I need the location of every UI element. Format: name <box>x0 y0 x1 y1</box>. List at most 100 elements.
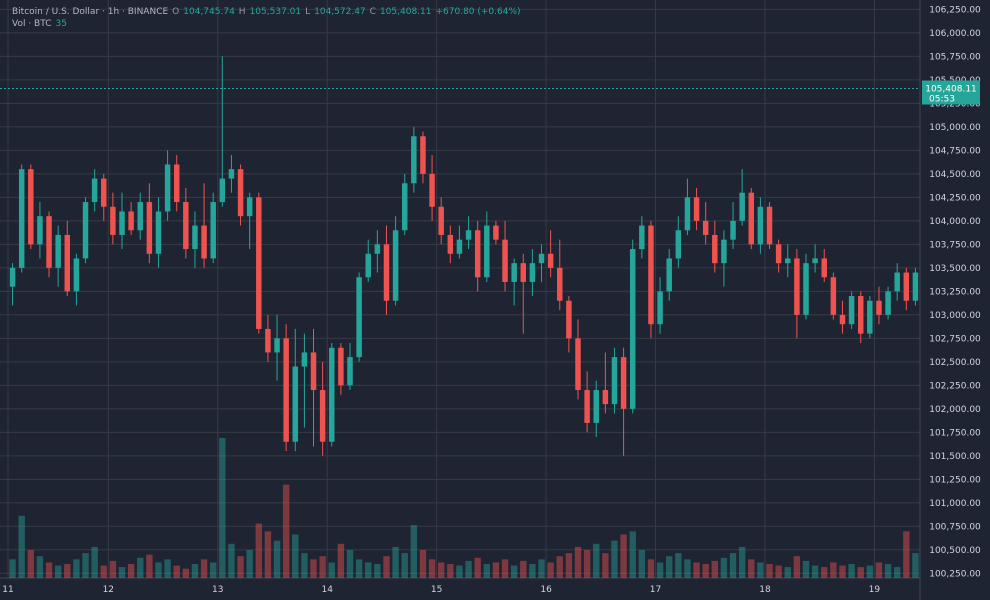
volume-bar <box>630 531 636 578</box>
y-tick-label: 104,250.00 <box>929 193 981 203</box>
candle-body <box>749 193 754 245</box>
volume-bar <box>502 559 508 578</box>
volume-bar <box>876 562 882 578</box>
volume-bar <box>356 559 362 578</box>
candle-body <box>539 254 544 263</box>
candle-body <box>493 226 498 240</box>
volume-bar <box>329 562 335 578</box>
candle-body <box>648 226 653 325</box>
y-tick-label: 100,250.00 <box>929 569 981 579</box>
y-tick-label: 100,750.00 <box>929 522 981 532</box>
volume-bar <box>228 544 234 578</box>
volume-bar <box>456 566 462 578</box>
volume-bar <box>402 553 408 578</box>
candle-body <box>776 244 781 263</box>
candle-body <box>694 197 699 220</box>
open-value: 104,745.74 <box>183 6 235 18</box>
x-tick-label: 17 <box>650 585 661 595</box>
candle-body <box>229 169 234 178</box>
countdown-value: 05:53 <box>929 95 955 105</box>
volume-bar <box>465 561 471 578</box>
volume-bar <box>557 556 563 578</box>
candle-body <box>238 169 243 216</box>
x-tick-label: 18 <box>759 585 771 595</box>
volume-bar <box>794 556 800 578</box>
volume-bar <box>739 547 745 578</box>
volume-bar <box>110 561 116 578</box>
volume-bar <box>867 566 873 578</box>
volume-bar <box>684 559 690 578</box>
high-label: H <box>239 6 246 18</box>
y-tick-label: 101,500.00 <box>929 452 981 462</box>
y-tick-label: 103,000.00 <box>929 311 981 321</box>
volume-bar <box>201 559 207 578</box>
candle-body <box>831 277 836 315</box>
candle-body <box>840 315 845 324</box>
volume-bar <box>319 556 325 578</box>
candle-body <box>666 258 671 291</box>
candle-body <box>183 202 188 249</box>
candle-body <box>320 390 325 442</box>
volume-bar <box>383 556 389 578</box>
y-tick-label: 101,250.00 <box>929 475 981 485</box>
volume-bar <box>903 531 909 578</box>
volume-bar <box>675 553 681 578</box>
volume-bar <box>46 562 52 578</box>
volume-bar <box>219 438 225 578</box>
y-tick-label: 105,000.00 <box>929 123 981 133</box>
y-tick-label: 104,750.00 <box>929 146 981 156</box>
volume-bar <box>91 547 97 578</box>
volume-bar <box>82 553 88 578</box>
candle-body <box>557 268 562 301</box>
volume-bar <box>666 556 672 578</box>
volume-bar <box>912 553 918 578</box>
volume-bar <box>785 567 791 578</box>
volume-bar <box>28 550 34 578</box>
volume-bar <box>894 567 900 578</box>
volume-bar <box>885 564 891 578</box>
x-tick-label: 11 <box>2 585 13 595</box>
candle-body <box>55 235 60 268</box>
volume-bar <box>283 485 289 578</box>
volume-bar <box>575 547 581 578</box>
volume-bar <box>593 544 599 578</box>
candle-body <box>730 221 735 240</box>
candle-body <box>685 197 690 230</box>
volume-bar <box>374 564 380 578</box>
volume-bar <box>484 564 490 578</box>
candle-body <box>603 390 608 404</box>
volume-bar <box>511 566 517 578</box>
candle-body <box>849 296 854 324</box>
volume-bar <box>702 564 708 578</box>
volume-bar <box>493 562 499 578</box>
candle-body <box>703 221 708 235</box>
y-tick-label: 106,000.00 <box>929 29 981 39</box>
volume-bar <box>164 559 170 578</box>
candle-body <box>767 207 772 245</box>
candle-body <box>429 174 434 207</box>
candle-body <box>10 268 15 287</box>
candle-body <box>448 235 453 254</box>
volume-bar <box>821 567 827 578</box>
volume-bar <box>538 559 544 578</box>
y-tick-label: 102,500.00 <box>929 358 981 368</box>
candle-body <box>156 211 161 253</box>
candle-body <box>210 202 215 258</box>
x-tick-label: 13 <box>212 585 223 595</box>
candle-body <box>457 240 462 254</box>
y-tick-label: 103,750.00 <box>929 240 981 250</box>
volume-bar <box>274 541 280 578</box>
candle-body <box>511 263 516 282</box>
candle-body <box>867 301 872 334</box>
candle-body <box>530 263 535 282</box>
candle-body <box>822 258 827 277</box>
volume-bar <box>639 550 645 578</box>
candle-body <box>138 202 143 230</box>
volume-bar <box>37 556 43 578</box>
volume-bar <box>520 561 526 578</box>
candle-body <box>584 390 589 423</box>
candle-body <box>65 235 70 291</box>
volume-bar <box>775 566 781 578</box>
